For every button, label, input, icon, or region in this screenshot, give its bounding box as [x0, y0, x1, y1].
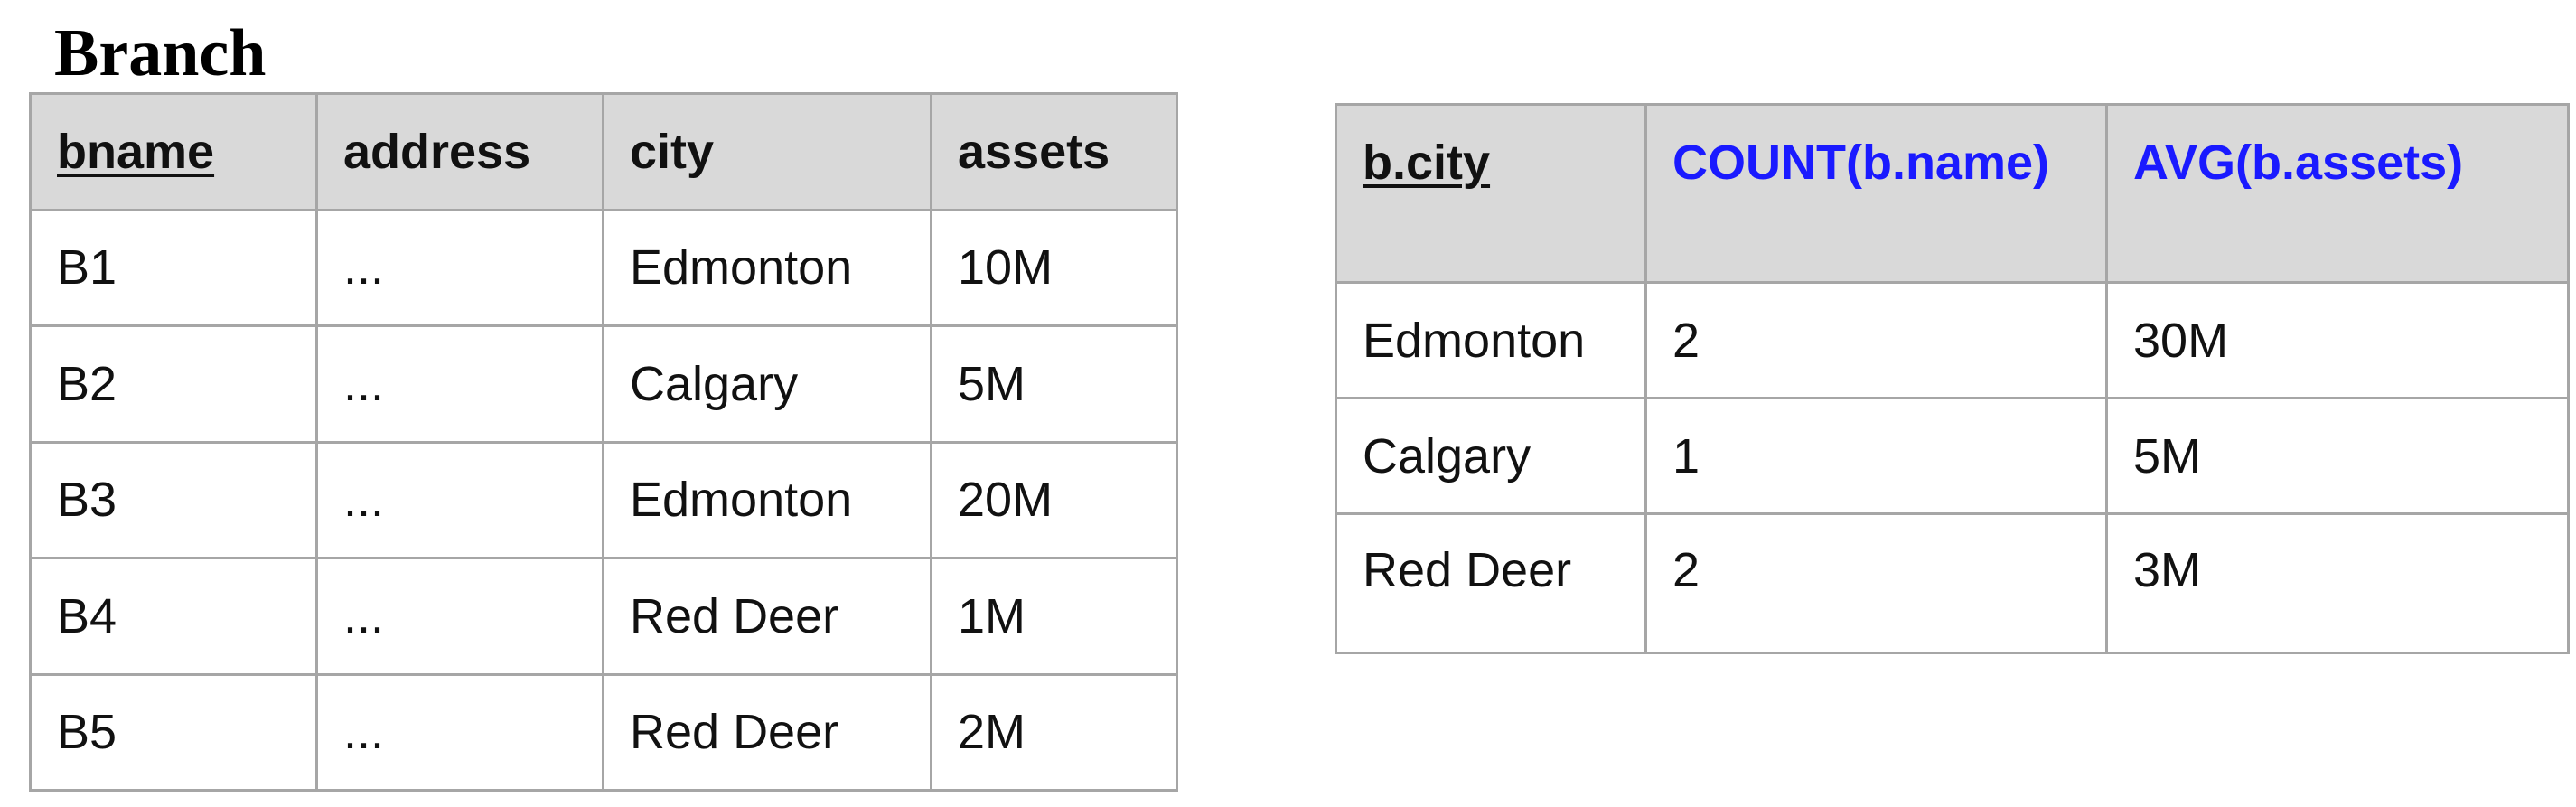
table-cell: 30M	[2105, 281, 2570, 399]
table-cell: ...	[315, 557, 604, 676]
column-header-assets: assets	[930, 92, 1178, 211]
table-row: B1 ... Edmonton 10M	[29, 208, 1178, 327]
table-row: Red Deer 2 3M	[1335, 512, 2570, 654]
table-cell: B4	[29, 557, 318, 676]
table-cell: B3	[29, 440, 318, 559]
table-cell: 3M	[2105, 512, 2570, 654]
table-cell: Red Deer	[1335, 512, 1647, 654]
table-header-row: b.city COUNT(b.name) AVG(b.assets)	[1335, 103, 2570, 284]
table-cell: Calgary	[1335, 397, 1647, 515]
table-cell: ...	[315, 440, 604, 559]
table-cell: 2M	[930, 672, 1178, 792]
table-cell: Edmonton	[602, 208, 932, 327]
table-cell: Edmonton	[602, 440, 932, 559]
table-row: B5 ... Red Deer 2M	[29, 672, 1178, 792]
table-cell: ...	[315, 672, 604, 792]
column-header-count: COUNT(b.name)	[1644, 103, 2108, 284]
table-cell: ...	[315, 208, 604, 327]
table-cell: Red Deer	[602, 672, 932, 792]
table-cell: 1	[1644, 397, 2108, 515]
table-cell: 20M	[930, 440, 1178, 559]
table-row: B4 ... Red Deer 1M	[29, 557, 1178, 676]
table-cell: Edmonton	[1335, 281, 1647, 399]
branch-table: bname address city assets B1 ... Edmonto…	[29, 92, 1178, 792]
column-header-avg: AVG(b.assets)	[2105, 103, 2570, 284]
table-cell: 2	[1644, 512, 2108, 654]
column-header-b-city: b.city	[1335, 103, 1647, 284]
table-cell: B1	[29, 208, 318, 327]
table-row: Edmonton 2 30M	[1335, 281, 2570, 399]
column-header-bname: bname	[29, 92, 318, 211]
table-header-row: bname address city assets	[29, 92, 1178, 211]
table-row: B3 ... Edmonton 20M	[29, 440, 1178, 559]
table-row: B2 ... Calgary 5M	[29, 324, 1178, 444]
table-cell: Calgary	[602, 324, 932, 444]
table-cell: 10M	[930, 208, 1178, 327]
aggregate-result-table: b.city COUNT(b.name) AVG(b.assets) Edmon…	[1335, 103, 2570, 654]
table-cell: B2	[29, 324, 318, 444]
column-header-address: address	[315, 92, 604, 211]
table-title: Branch	[54, 16, 267, 90]
table-cell: 5M	[2105, 397, 2570, 515]
table-cell: ...	[315, 324, 604, 444]
table-cell: 5M	[930, 324, 1178, 444]
table-cell: B5	[29, 672, 318, 792]
column-header-city: city	[602, 92, 932, 211]
table-cell: 2	[1644, 281, 2108, 399]
table-cell: 1M	[930, 557, 1178, 676]
table-cell: Red Deer	[602, 557, 932, 676]
table-row: Calgary 1 5M	[1335, 397, 2570, 515]
